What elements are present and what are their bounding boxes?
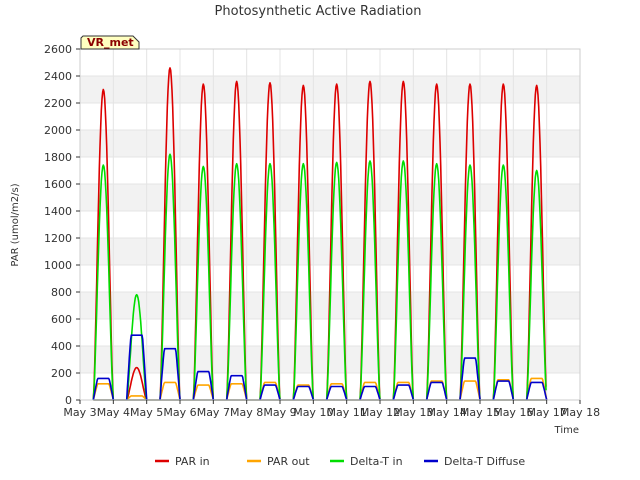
series-delta-t-diffuse-day-13	[492, 380, 515, 401]
x-tick-label: May 6	[163, 406, 196, 419]
x-tick-label: May 11	[327, 406, 367, 419]
series-delta-t-diffuse-day-1	[92, 377, 115, 401]
series-par-out-day-3	[159, 381, 181, 401]
y-tick-label: 1400	[44, 205, 72, 218]
y-axis-ticks: 0 200 400 600 800 1000 1200 1400 1600 1800 2000 220…	[44, 43, 80, 407]
background-band	[80, 184, 580, 211]
y-tick-label: 400	[51, 340, 72, 353]
series-delta-t-in-day-14	[525, 169, 547, 401]
y-tick-label: 1800	[44, 151, 72, 164]
series-delta-t-in-day-7	[292, 162, 315, 401]
background-band	[80, 76, 580, 103]
y-tick-label: 2400	[44, 70, 72, 83]
series-par-out-day-4	[192, 384, 215, 401]
series-delta-t-diffuse-day-4	[192, 370, 215, 401]
x-tick-label: May 9	[263, 406, 296, 419]
series-par-in-day-6	[259, 82, 281, 401]
series-par-in-day-2	[125, 366, 148, 401]
series-delta-t-in-day-6	[259, 162, 281, 401]
series-par-in-day-13	[492, 83, 515, 401]
legend: PAR in PAR out Delta-T in Delta-T Diffuse	[155, 455, 525, 468]
series-par-out-day-12	[459, 380, 481, 401]
x-tick-label: May 17	[527, 406, 567, 419]
series-delta-t-diffuse-day-3	[159, 347, 181, 401]
series-par-in-day-11	[425, 83, 448, 401]
series-delta-t-in-day-11	[425, 162, 448, 401]
series-par-in-day-4	[192, 83, 215, 401]
legend-label-par-out: PAR out	[267, 455, 310, 468]
series-delta-t-in-day-9	[359, 160, 381, 401]
series-delta-t-diffuse-day-5	[225, 374, 248, 401]
series-delta-t-in-day-13	[492, 164, 515, 401]
x-axis-label: Time	[554, 425, 579, 436]
series-delta-t-diffuse-day-6	[259, 384, 281, 401]
series-par-in-day-3	[159, 67, 181, 401]
x-tick-label: May 16	[493, 406, 533, 419]
x-tick-label: May 4	[97, 406, 130, 419]
series-par-out-day-5	[225, 382, 248, 401]
y-axis-label: PAR (umol/m2/s)	[10, 183, 21, 266]
x-tick-label: May 14	[427, 406, 467, 419]
series-delta-t-diffuse-day-12	[459, 357, 481, 401]
series-delta-t-diffuse-day-14	[525, 381, 548, 401]
y-tick-label: 0	[65, 394, 72, 407]
series-par-out-day-14	[525, 377, 548, 401]
y-tick-label: 2600	[44, 43, 72, 56]
series-par-in-day-9	[359, 80, 381, 401]
background-band	[80, 346, 580, 373]
series-par-out-day-9	[359, 381, 381, 401]
y-tick-label: 2200	[44, 97, 72, 110]
series-par-in-day-14	[525, 84, 547, 401]
y-tick-label: 200	[51, 367, 72, 380]
series-par-in-day-7	[292, 84, 315, 401]
background-band	[80, 130, 580, 157]
y-tick-label: 1600	[44, 178, 72, 191]
series-delta-t-diffuse-day-2	[125, 334, 148, 401]
series-delta-t-in-day-10	[392, 160, 415, 401]
series-par-out-day-2	[126, 395, 148, 401]
station-tag: VR_met	[80, 35, 140, 50]
series-par-in-day-5	[225, 80, 248, 401]
series-lines	[92, 67, 548, 401]
series-par-in-day-12	[459, 83, 481, 401]
x-tick-label: May 15	[460, 406, 500, 419]
series-delta-t-in-day-3	[159, 153, 181, 401]
y-tick-label: 2000	[44, 124, 72, 137]
series-delta-t-in-day-8	[325, 161, 348, 401]
series-delta-t-diffuse-day-7	[292, 385, 315, 401]
series-delta-t-in-day-2	[125, 293, 148, 401]
x-tick-label: May 12	[360, 406, 400, 419]
series-par-in-day-10	[392, 80, 415, 401]
plot-frame	[79, 48, 581, 401]
x-tick-label: May 18	[560, 406, 600, 419]
series-delta-t-in-day-12	[459, 164, 481, 401]
series-delta-t-in-day-4	[192, 165, 215, 401]
x-tick-label: May 8	[230, 406, 263, 419]
x-tick-label: May 10	[293, 406, 333, 419]
series-delta-t-in-day-1	[92, 164, 115, 401]
x-tick-label: May 3	[63, 406, 96, 419]
y-tick-label: 1200	[44, 232, 72, 245]
y-tick-label: 800	[51, 286, 72, 299]
series-delta-t-diffuse-day-11	[425, 381, 448, 401]
x-tick-label: May 13	[393, 406, 433, 419]
x-tick-label: May 5	[130, 406, 163, 419]
y-tick-label: 1000	[44, 259, 72, 272]
chart-title: Photosynthetic Active Radiation	[215, 4, 422, 19]
series-par-out-day-1	[92, 382, 115, 401]
legend-label-delta-t-diffuse: Delta-T Diffuse	[444, 455, 525, 468]
series-par-in-day-8	[325, 83, 348, 401]
y-tick-label: 600	[51, 313, 72, 326]
series-delta-t-diffuse-day-10	[392, 384, 415, 401]
series-delta-t-diffuse-day-8	[325, 385, 348, 401]
x-tick-label: May 7	[197, 406, 230, 419]
legend-label-par-in: PAR in	[175, 455, 210, 468]
station-tag-label: VR_met	[87, 36, 134, 49]
legend-label-delta-t-in: Delta-T in	[350, 455, 403, 468]
series-delta-t-diffuse-day-9	[359, 385, 381, 401]
series-delta-t-in-day-5	[225, 162, 248, 401]
